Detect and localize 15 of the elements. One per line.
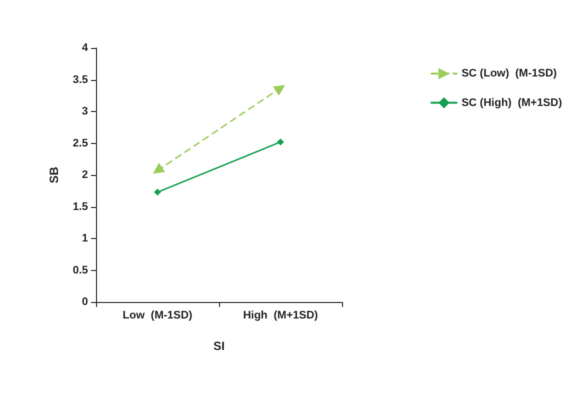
legend-label: SC (High) (M+1SD) <box>461 96 562 109</box>
x-tick-label: Low (M-1SD) <box>122 310 193 322</box>
y-tick-label: 3 <box>82 106 88 118</box>
y-tick-label: 0 <box>82 296 88 308</box>
legend-label: SC (Low) (M-1SD) <box>461 68 558 80</box>
y-axis-title: SB <box>47 166 61 184</box>
y-tick-label: 1 <box>82 232 88 244</box>
y-tick-label: 4 <box>82 42 89 54</box>
y-tick-label: 2.5 <box>72 137 88 150</box>
x-tick-label: High (M+1SD) <box>243 310 318 322</box>
y-tick-label: 3.5 <box>72 74 88 86</box>
x-axis-title: SI <box>213 339 225 353</box>
y-tick-label: 2 <box>82 169 88 181</box>
y-tick-label: 1.5 <box>72 200 88 213</box>
y-tick-label: 0.5 <box>72 264 88 276</box>
